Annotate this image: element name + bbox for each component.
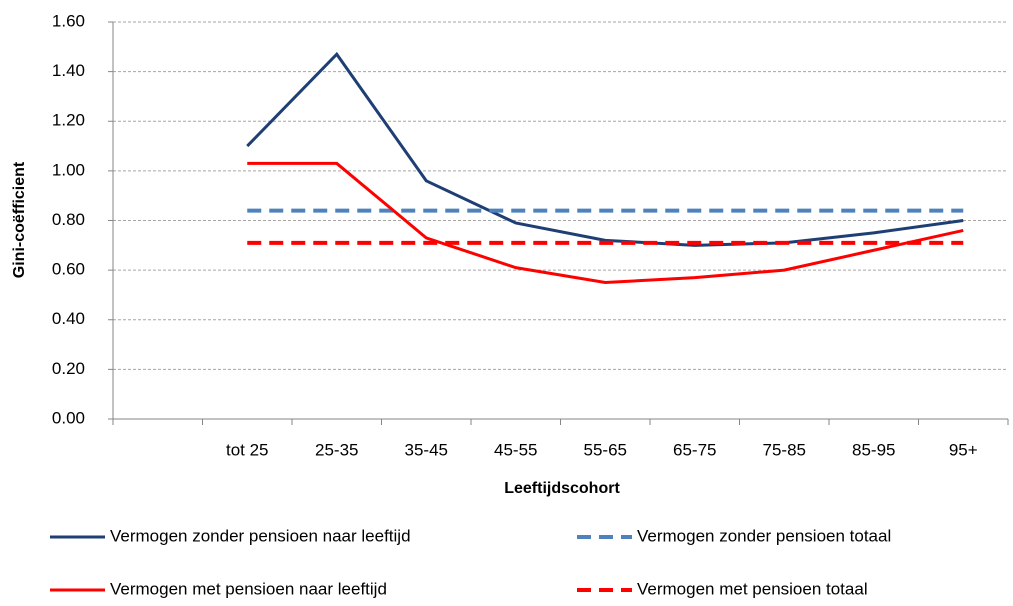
y-axis-label: Gini-coëfficient — [11, 161, 28, 278]
x-tick-label: 65-75 — [673, 440, 716, 459]
y-tick-label: 1.40 — [52, 61, 85, 80]
y-tick-label: 0.40 — [52, 309, 85, 328]
x-axis-label: Leeftijdscohort — [504, 480, 620, 497]
y-tick-label: 0.80 — [52, 210, 85, 229]
x-tick-label: 25-35 — [315, 440, 358, 459]
x-tick-label: 95+ — [949, 440, 978, 459]
x-tick-label: 45-55 — [494, 440, 537, 459]
x-tick-label: 55-65 — [584, 440, 627, 459]
x-tick-label: 35-45 — [405, 440, 448, 459]
legend-label: Vermogen met pensioen totaal — [637, 579, 868, 598]
x-tick-label: 75-85 — [763, 440, 806, 459]
legend-label: Vermogen met pensioen naar leeftijd — [110, 579, 387, 598]
y-tick-label: 0.20 — [52, 359, 85, 378]
series-line — [246, 51, 964, 247]
series-line — [247, 161, 964, 285]
legend-label: Vermogen zonder pensioen naar leeftijd — [110, 526, 411, 545]
legend-label: Vermogen zonder pensioen totaal — [637, 526, 891, 545]
y-tick-label: 1.60 — [52, 11, 85, 30]
y-tick-label: 1.00 — [52, 160, 85, 179]
y-tick-label: 0.60 — [52, 260, 85, 279]
x-tick-label: tot 25 — [226, 440, 269, 459]
y-tick-label: 1.20 — [52, 111, 85, 130]
x-tick-label: 85-95 — [852, 440, 895, 459]
y-tick-label: 0.00 — [52, 408, 85, 427]
